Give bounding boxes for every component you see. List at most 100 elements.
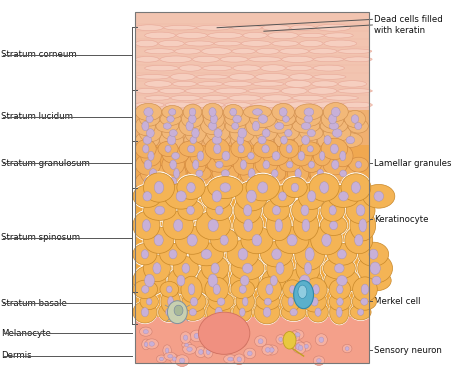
Ellipse shape <box>187 183 195 192</box>
Ellipse shape <box>249 57 282 62</box>
Ellipse shape <box>237 135 244 145</box>
Ellipse shape <box>324 267 360 294</box>
Ellipse shape <box>295 104 323 120</box>
Ellipse shape <box>144 108 153 116</box>
Ellipse shape <box>266 284 273 295</box>
Ellipse shape <box>144 200 176 220</box>
Ellipse shape <box>348 157 368 172</box>
Ellipse shape <box>220 57 248 62</box>
Ellipse shape <box>142 122 149 131</box>
Ellipse shape <box>291 146 312 166</box>
Ellipse shape <box>284 130 292 136</box>
Ellipse shape <box>221 170 229 177</box>
Ellipse shape <box>261 267 287 294</box>
Ellipse shape <box>358 242 389 266</box>
Text: Melanocyte: Melanocyte <box>0 329 51 338</box>
Ellipse shape <box>223 81 252 87</box>
Ellipse shape <box>317 358 321 363</box>
Ellipse shape <box>144 160 152 170</box>
Text: Stratum granulosum: Stratum granulosum <box>0 159 90 168</box>
Ellipse shape <box>337 250 346 259</box>
Ellipse shape <box>185 88 215 94</box>
Ellipse shape <box>185 344 189 346</box>
Ellipse shape <box>272 41 299 46</box>
Ellipse shape <box>240 276 249 285</box>
Ellipse shape <box>291 330 304 340</box>
Ellipse shape <box>279 108 287 116</box>
Ellipse shape <box>255 292 281 311</box>
Ellipse shape <box>295 177 302 187</box>
Ellipse shape <box>181 290 207 313</box>
Ellipse shape <box>372 276 381 285</box>
Ellipse shape <box>253 109 262 115</box>
Ellipse shape <box>188 166 211 181</box>
Ellipse shape <box>272 104 294 121</box>
Ellipse shape <box>345 178 351 187</box>
Text: Sensory neuron: Sensory neuron <box>374 345 442 354</box>
Ellipse shape <box>345 111 365 128</box>
Ellipse shape <box>235 180 269 212</box>
Ellipse shape <box>328 114 337 124</box>
Ellipse shape <box>175 355 189 366</box>
Ellipse shape <box>173 219 183 231</box>
Ellipse shape <box>145 81 172 87</box>
Ellipse shape <box>297 182 326 211</box>
Ellipse shape <box>323 154 347 175</box>
Ellipse shape <box>140 163 166 184</box>
Ellipse shape <box>241 226 273 254</box>
Ellipse shape <box>262 269 286 292</box>
Ellipse shape <box>342 102 373 108</box>
Ellipse shape <box>163 148 189 164</box>
Ellipse shape <box>220 183 230 192</box>
Text: Stratum basale: Stratum basale <box>0 299 66 308</box>
Ellipse shape <box>248 168 255 178</box>
Ellipse shape <box>356 161 362 168</box>
Ellipse shape <box>335 264 344 273</box>
Ellipse shape <box>324 125 351 141</box>
Ellipse shape <box>188 241 225 267</box>
Ellipse shape <box>192 160 199 170</box>
Ellipse shape <box>233 154 254 175</box>
Ellipse shape <box>201 48 231 55</box>
Ellipse shape <box>281 290 301 313</box>
Ellipse shape <box>214 175 239 189</box>
Ellipse shape <box>325 268 359 292</box>
Ellipse shape <box>201 182 233 211</box>
Ellipse shape <box>240 225 274 255</box>
Ellipse shape <box>156 120 179 132</box>
Ellipse shape <box>255 336 267 347</box>
Ellipse shape <box>317 169 324 178</box>
Ellipse shape <box>321 199 345 222</box>
Ellipse shape <box>321 138 347 159</box>
Ellipse shape <box>302 291 327 312</box>
Ellipse shape <box>194 333 199 339</box>
Ellipse shape <box>260 240 293 268</box>
Ellipse shape <box>132 242 158 266</box>
Ellipse shape <box>145 49 174 54</box>
Ellipse shape <box>213 284 220 294</box>
Ellipse shape <box>266 252 294 284</box>
Ellipse shape <box>135 104 162 121</box>
Ellipse shape <box>345 196 376 225</box>
Ellipse shape <box>290 285 295 293</box>
Ellipse shape <box>323 103 348 122</box>
Ellipse shape <box>145 96 170 100</box>
Ellipse shape <box>263 307 271 317</box>
Ellipse shape <box>320 179 327 186</box>
Ellipse shape <box>217 298 225 305</box>
Text: Keratinocyte: Keratinocyte <box>374 215 428 224</box>
Ellipse shape <box>208 292 235 312</box>
Ellipse shape <box>248 88 281 93</box>
Ellipse shape <box>253 140 278 158</box>
Ellipse shape <box>161 290 180 314</box>
Ellipse shape <box>341 174 371 201</box>
Ellipse shape <box>313 74 346 80</box>
Bar <box>135 188 369 286</box>
Ellipse shape <box>197 25 231 30</box>
Ellipse shape <box>243 263 253 273</box>
Ellipse shape <box>160 56 192 63</box>
Ellipse shape <box>304 115 313 123</box>
Ellipse shape <box>146 129 154 137</box>
Ellipse shape <box>241 40 271 46</box>
Ellipse shape <box>262 25 290 31</box>
